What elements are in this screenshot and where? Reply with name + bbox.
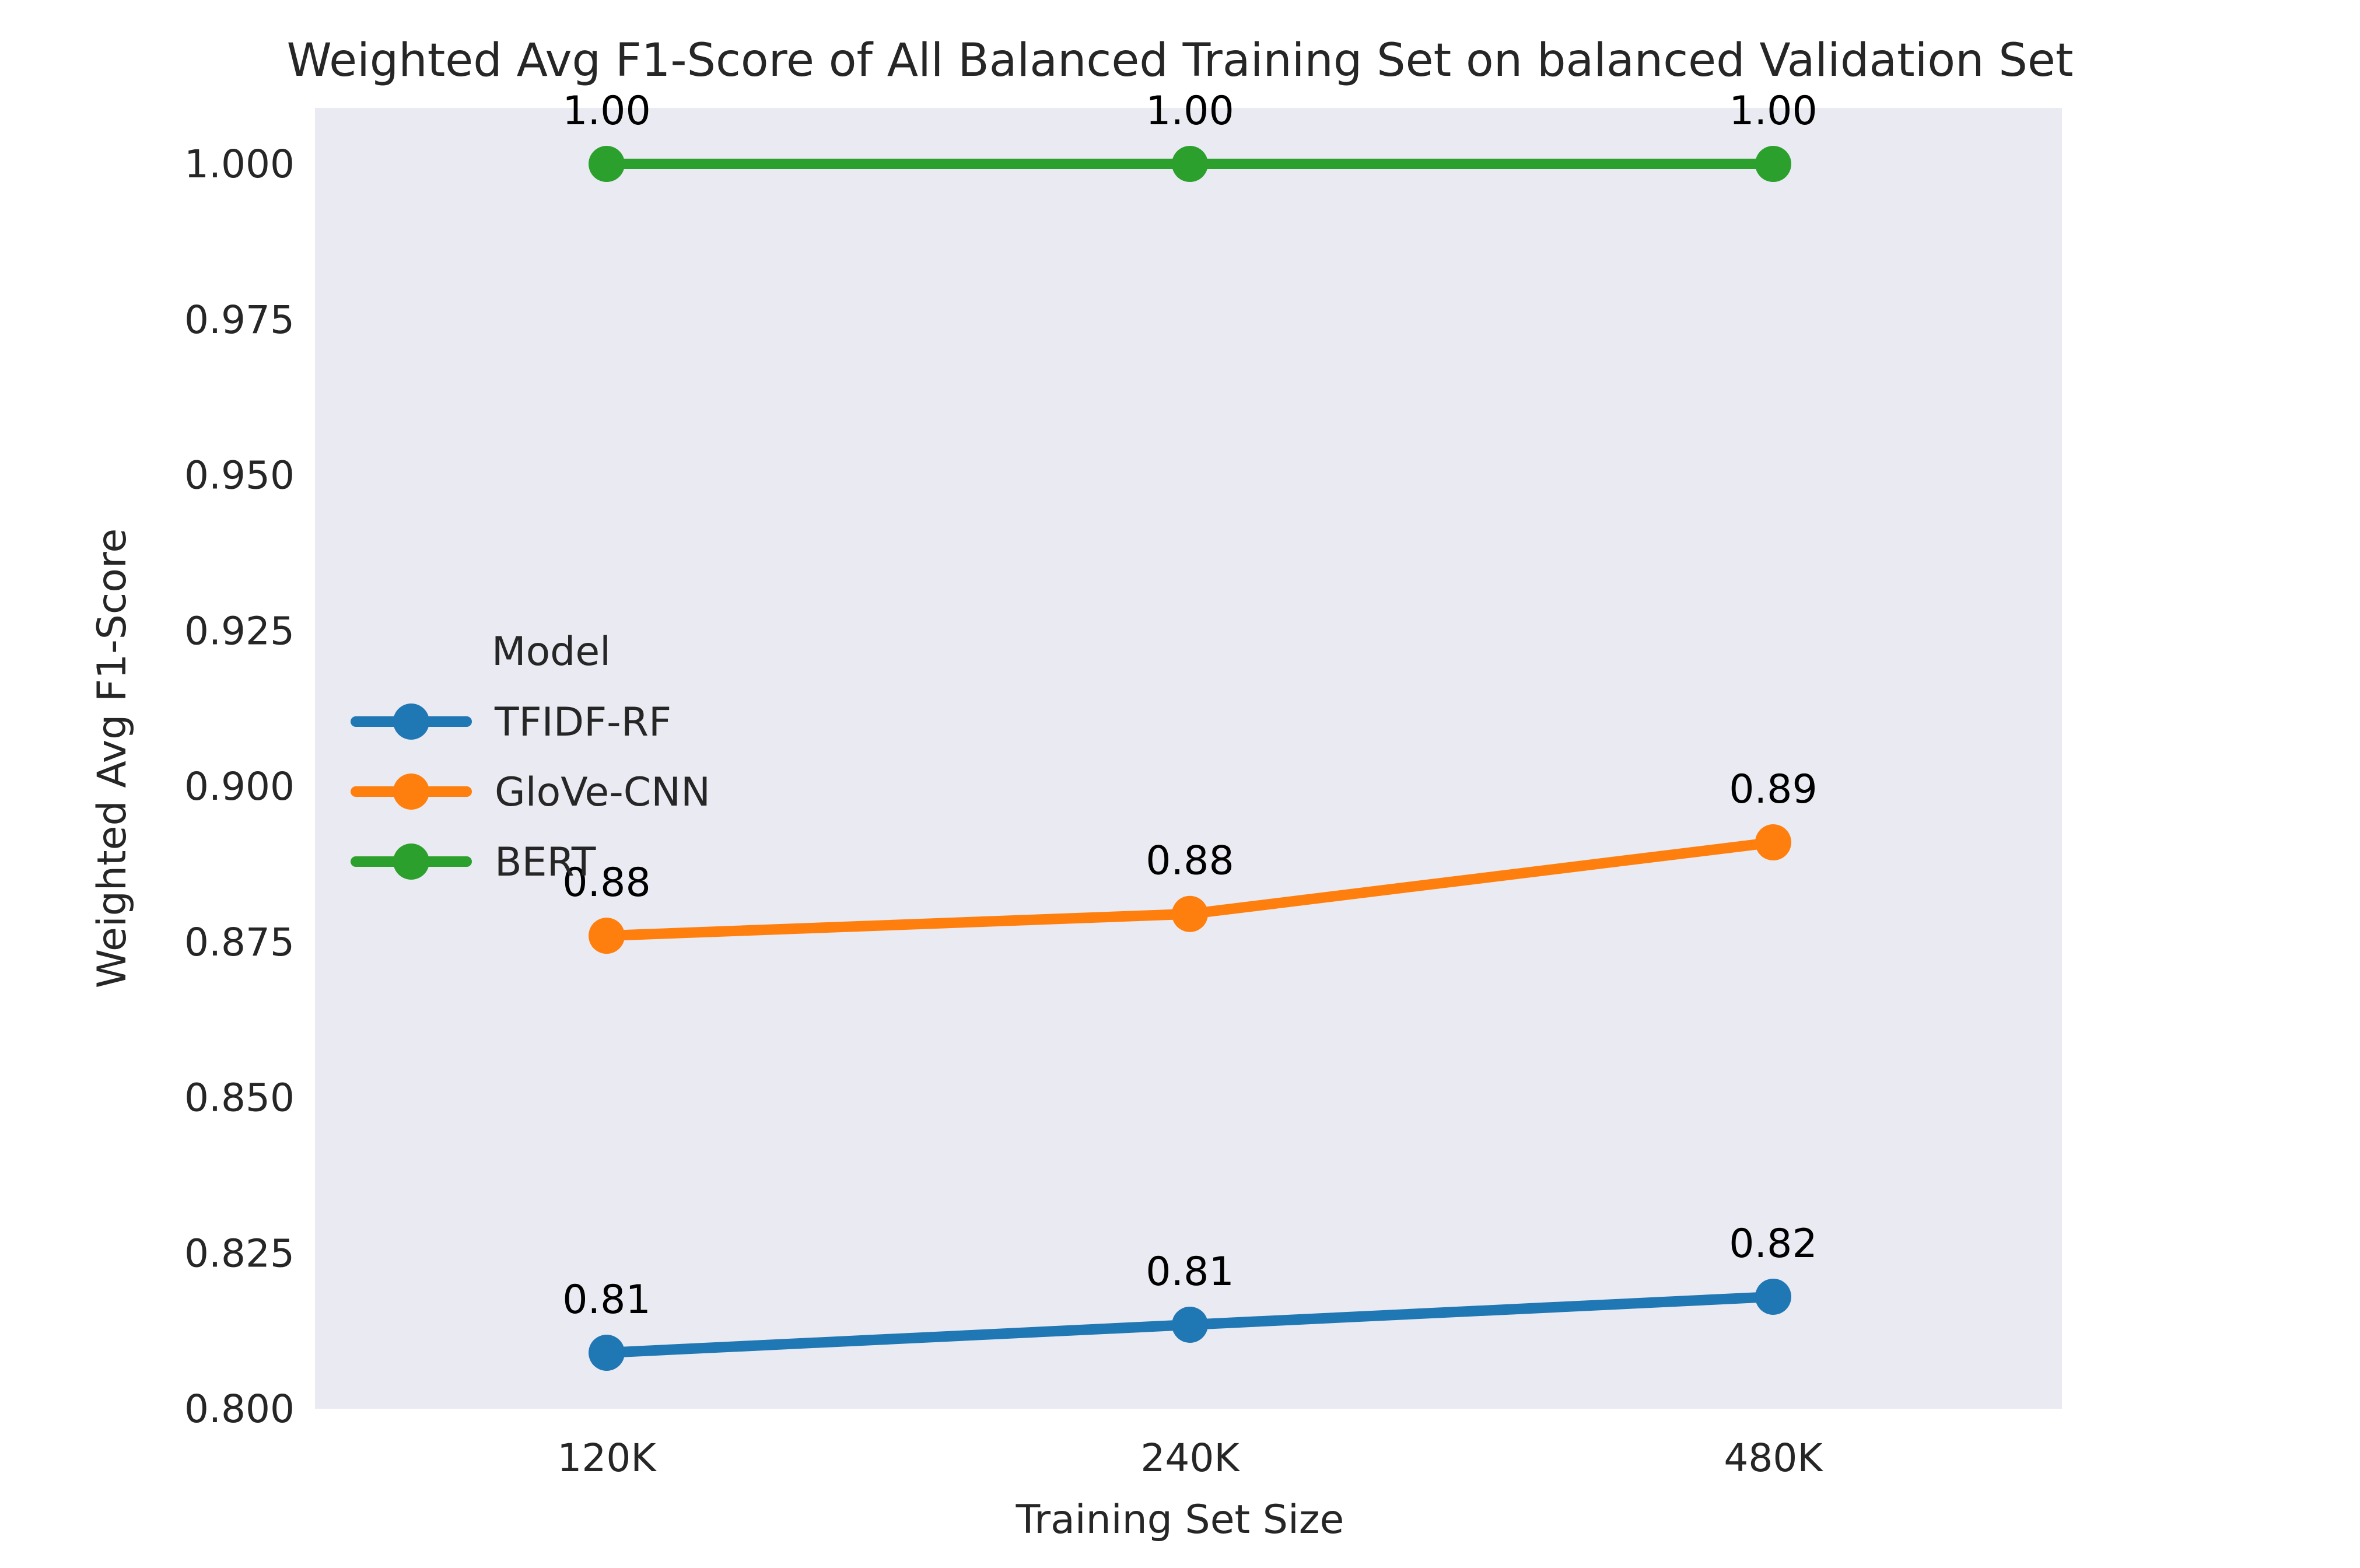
y-tick-label: 0.825 (184, 1231, 295, 1276)
legend-marker (393, 844, 429, 880)
series-tfidf-rf: 0.81 0.81 0.82 (562, 1221, 1818, 1371)
data-point (589, 918, 625, 954)
data-point (1172, 1306, 1208, 1343)
data-label: 0.89 (1729, 766, 1817, 813)
data-point (1755, 1278, 1791, 1315)
legend-item: GloVe-CNN (351, 769, 710, 816)
data-point (589, 1334, 625, 1371)
y-tick-label: 0.950 (184, 453, 295, 498)
y-tick-label: 0.875 (184, 920, 295, 965)
data-label: 0.81 (562, 1277, 650, 1323)
data-point (1172, 146, 1208, 183)
data-label: 1.00 (1729, 88, 1817, 134)
plot-area (315, 108, 2062, 1409)
legend-label: GloVe-CNN (495, 769, 710, 816)
data-point (589, 146, 625, 183)
y-tick-label: 0.925 (184, 608, 295, 653)
y-tick-label: 0.975 (184, 298, 295, 342)
x-axis-label: Training Set Size (1016, 1497, 1344, 1543)
y-axis-label: Weighted Avg F1-Score (89, 528, 135, 988)
legend-marker (393, 704, 429, 740)
series-layer: 0.81 0.81 0.82 0.88 0.88 0.89 1.00 1.00 1.00 (562, 88, 1818, 1371)
legend-label: TFIDF-RF (494, 699, 671, 746)
data-label: 0.88 (1146, 838, 1234, 884)
x-tick-label: 240K (1140, 1436, 1240, 1480)
chart-title: Weighted Avg F1-Score of All Balanced Tr… (287, 34, 2074, 87)
data-label: 1.00 (562, 88, 650, 134)
data-point (1172, 895, 1208, 932)
legend-item: TFIDF-RF (351, 699, 671, 746)
legend-label: BERT (495, 839, 596, 886)
data-label: 0.88 (562, 860, 650, 906)
data-label: 0.81 (1146, 1249, 1234, 1295)
y-tick-label: 0.900 (184, 764, 295, 809)
y-tick-label: 0.800 (184, 1387, 295, 1432)
x-tick-label: 120K (557, 1436, 657, 1480)
data-label: 0.82 (1729, 1221, 1817, 1267)
data-point (1755, 824, 1791, 861)
x-axis: 120K 240K 480K (557, 1436, 1823, 1480)
legend: Model TFIDF-RF GloVe-CNN BERT (351, 629, 710, 886)
y-axis: 0.800 0.825 0.850 0.875 0.900 0.925 0.950 0.975… (184, 142, 295, 1432)
series-glove-cnn: 0.88 0.88 0.89 (562, 766, 1818, 954)
y-tick-label: 0.850 (184, 1076, 295, 1121)
y-tick-label: 1.000 (184, 142, 295, 187)
legend-marker (393, 774, 429, 810)
legend-item: BERT (351, 839, 596, 886)
data-point (1755, 146, 1791, 183)
x-tick-label: 480K (1724, 1436, 1823, 1480)
legend-title: Model (492, 629, 611, 675)
series-bert: 1.00 1.00 1.00 (562, 88, 1818, 183)
data-label: 1.00 (1146, 88, 1234, 134)
